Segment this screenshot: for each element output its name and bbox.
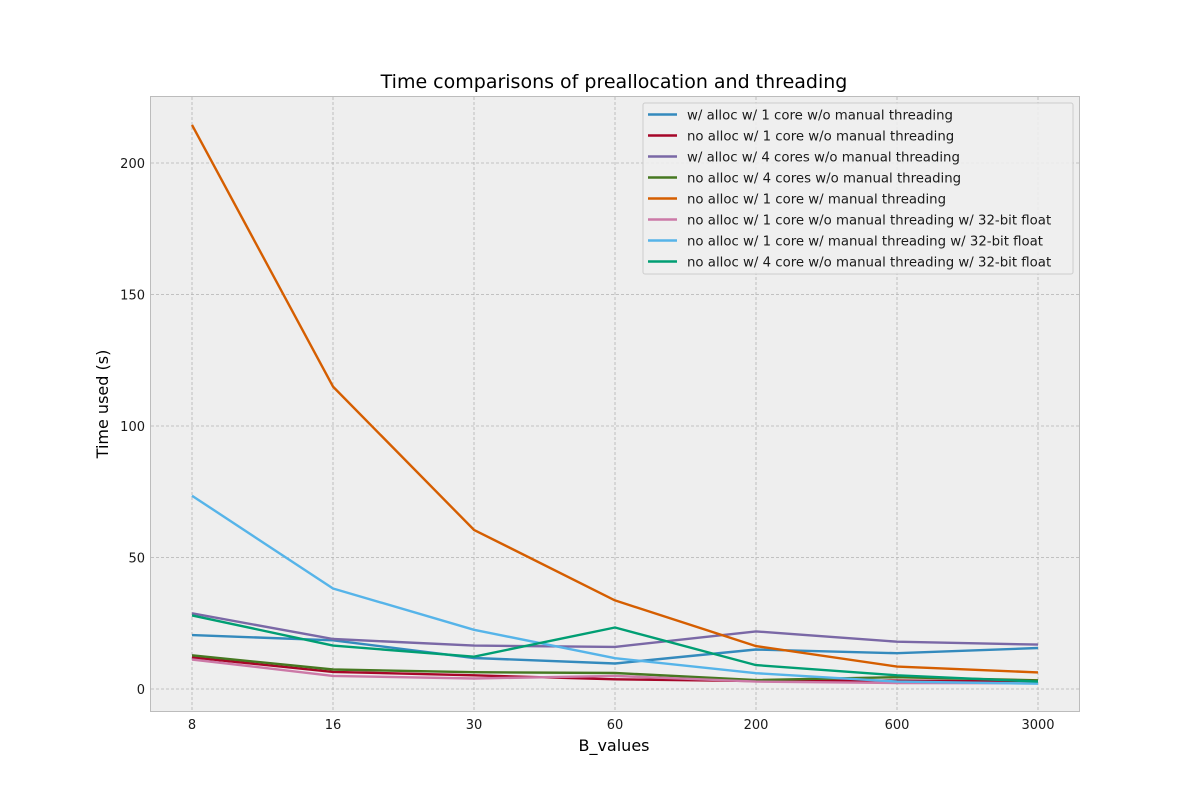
y-tick-label: 150	[120, 289, 145, 304]
legend-box	[642, 102, 1074, 275]
x-tick-label: 60	[607, 718, 624, 733]
x-tick-label: 200	[744, 718, 769, 733]
legend-label: no alloc w/ 1 core w/ manual threading	[687, 193, 946, 208]
legend-label: no alloc w/ 1 core w/o manual threading …	[687, 214, 1051, 229]
series-line	[190, 124, 1039, 674]
legend: w/ alloc w/ 1 core w/o manual threading n…	[642, 102, 1074, 275]
x-tick-label: 30	[466, 718, 483, 733]
legend-label: w/ alloc w/ 1 core w/o manual threading	[687, 109, 953, 124]
chart-title: Time comparisons of preallocation and th…	[380, 71, 848, 93]
y-tick-labels: 0 50 100 150 200	[120, 157, 145, 698]
x-tick-label: 8	[188, 718, 196, 733]
legend-label: w/ alloc w/ 4 cores w/o manual threading	[687, 151, 960, 166]
y-tick-label: 200	[120, 157, 145, 172]
x-tick-label: 600	[885, 718, 910, 733]
x-tick-labels: 8 16 30 60 200 600 3000	[188, 718, 1055, 733]
series-line	[191, 654, 1039, 682]
series-line	[191, 614, 1039, 683]
legend-label: no alloc w/ 1 core w/ manual threading w…	[687, 235, 1043, 250]
legend-label: no alloc w/ 4 cores w/o manual threading	[687, 172, 961, 187]
x-axis-label: B_values	[578, 736, 649, 756]
y-tick-label: 50	[128, 552, 145, 567]
series-line	[191, 612, 1039, 649]
legend-label: no alloc w/ 1 core w/o manual threading	[687, 130, 954, 145]
series-line	[191, 494, 1039, 685]
y-axis-label: Time used (s)	[93, 350, 112, 460]
series-line	[191, 633, 1039, 665]
y-tick-label: 100	[120, 420, 145, 435]
x-tick-label: 3000	[1021, 718, 1054, 733]
legend-label: no alloc w/ 4 core w/o manual threading …	[687, 256, 1051, 271]
series-lines	[190, 124, 1039, 685]
x-tick-label: 16	[325, 718, 342, 733]
y-tick-label: 0	[137, 683, 145, 698]
series-line	[191, 658, 1039, 685]
